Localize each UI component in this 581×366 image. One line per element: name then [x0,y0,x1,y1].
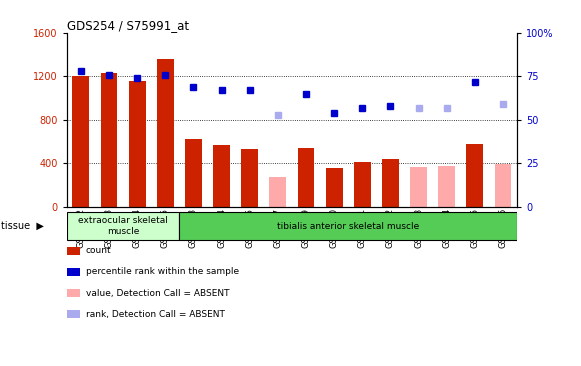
Bar [438,165,455,207]
Bar [467,144,483,207]
FancyBboxPatch shape [67,212,180,240]
Bar [354,162,371,207]
Text: tibialis anterior skeletal muscle: tibialis anterior skeletal muscle [277,221,419,231]
Bar [213,145,230,207]
Bar [101,73,117,207]
Bar [494,164,511,207]
Text: GDS254 / S75991_at: GDS254 / S75991_at [67,19,189,32]
Bar [270,178,286,207]
Text: extraocular skeletal
muscle: extraocular skeletal muscle [78,216,168,236]
Bar [185,139,202,207]
Bar [73,76,89,207]
Bar [241,149,258,207]
Bar [297,148,314,207]
Text: count: count [86,246,112,255]
Bar [157,59,174,207]
Text: rank, Detection Call = ABSENT: rank, Detection Call = ABSENT [86,310,225,319]
Bar [129,81,146,207]
Bar [410,167,427,207]
Text: value, Detection Call = ABSENT: value, Detection Call = ABSENT [86,289,229,298]
FancyBboxPatch shape [180,212,517,240]
Text: tissue  ▶: tissue ▶ [1,221,44,231]
Text: percentile rank within the sample: percentile rank within the sample [86,268,239,276]
Bar [326,168,343,207]
Bar [382,159,399,207]
